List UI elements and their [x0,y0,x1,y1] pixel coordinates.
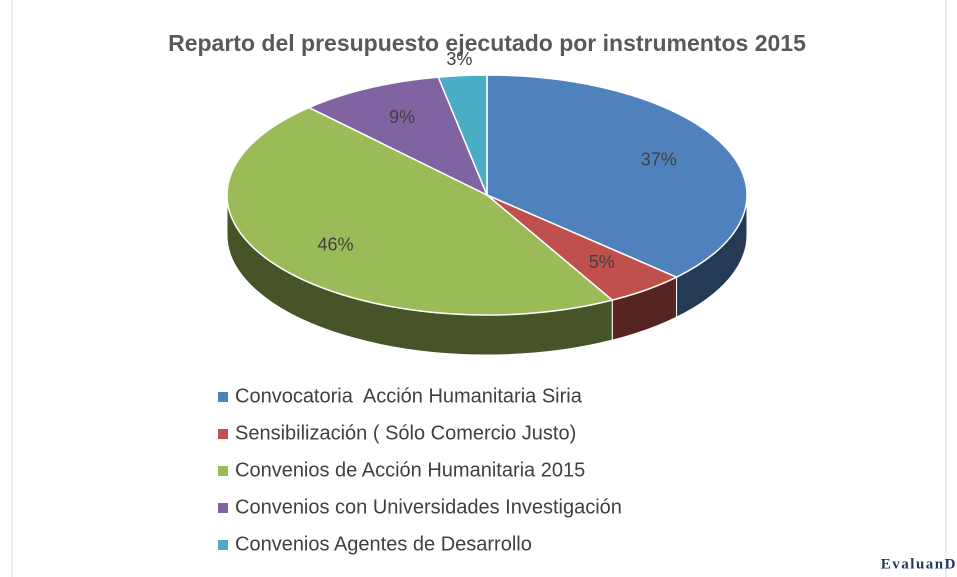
legend-swatch [218,466,228,476]
data-label: 37% [641,149,677,169]
slice [307,76,489,197]
data-label: 46% [318,235,354,255]
legend-label: Convocatoria Acción Humanitaria Siria [235,385,583,407]
data-label: 3% [446,49,472,69]
legend-swatch [218,392,228,402]
slice [226,106,614,316]
legend-label: Convenios con Universidades Investigació… [235,496,622,518]
watermark: EvaluanD [881,556,957,572]
legend-swatch [218,429,228,439]
legend-swatch [218,540,228,550]
chart-title: Reparto del presupuesto ejecutado por in… [168,30,806,56]
slice [437,74,488,196]
data-label: 5% [589,252,615,272]
legend-label: Convenios de Acción Humanitaria 2015 [235,459,585,481]
legend-label: Convenios Agentes de Desarrollo [235,533,532,555]
data-label: 9% [389,107,415,127]
legend-swatch [218,503,228,513]
legend-label: Sensibilización ( Sólo Comercio Justo) [235,422,576,444]
slice [486,74,748,278]
